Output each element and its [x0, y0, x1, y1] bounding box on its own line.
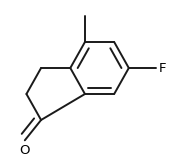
- Text: O: O: [20, 144, 30, 156]
- Text: F: F: [159, 62, 166, 75]
